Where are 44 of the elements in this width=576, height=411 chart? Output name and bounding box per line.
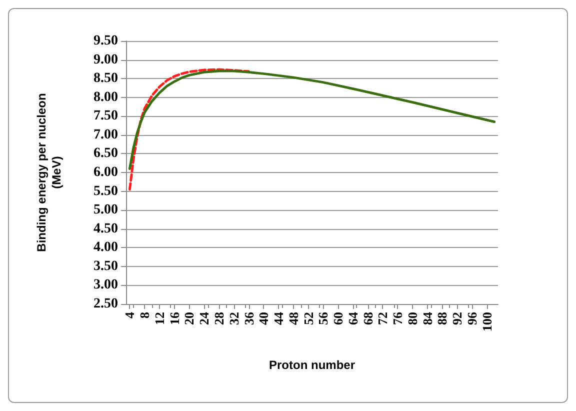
y-tick-label: 9.00 — [94, 52, 118, 68]
x-tick-label: 80 — [404, 312, 420, 325]
x-tick-label: 100 — [479, 312, 494, 332]
y-tick-label: 8.50 — [94, 71, 118, 86]
x-tick-label: 16 — [166, 312, 182, 325]
x-tick-label: 76 — [390, 312, 406, 325]
y-tick-label: 5.50 — [94, 184, 118, 199]
x-tick-label: 88 — [434, 312, 450, 325]
y-axis-title: Binding energy per nucleon (MeV) — [34, 93, 64, 252]
y-tick-label: 5.00 — [94, 202, 118, 218]
y-tick-label: 6.00 — [94, 165, 118, 180]
y-tick-label: 3.50 — [94, 258, 118, 274]
x-tick-label: 8 — [137, 312, 152, 318]
x-tick-label: 48 — [286, 312, 301, 325]
y-tick-label: 2.50 — [94, 296, 118, 312]
x-tick-label: 92 — [450, 312, 465, 325]
x-tick-label: 64 — [345, 312, 360, 325]
x-tick-label: 40 — [256, 312, 272, 325]
line-series — [128, 68, 250, 191]
y-tick-label: 7.00 — [94, 127, 118, 142]
y-tick-label: 8.00 — [94, 90, 118, 105]
x-tick-label: 56 — [316, 312, 331, 325]
x-tick-label: 32 — [226, 312, 242, 325]
x-tick-label: 24 — [196, 312, 212, 325]
x-tick-label: 44 — [271, 312, 286, 325]
y-tick-label: 3.00 — [94, 278, 118, 293]
x-tick-label: 52 — [300, 312, 316, 325]
x-tick-label: 72 — [375, 312, 390, 325]
x-tick-label: 12 — [152, 312, 167, 325]
y-tick-label: 4.50 — [94, 221, 118, 236]
x-tick-label: 28 — [212, 312, 226, 325]
y-tick-label: 6.50 — [94, 146, 118, 162]
x-tick-label: 68 — [360, 312, 376, 325]
y-tick-label: 7.50 — [94, 108, 118, 124]
x-tick-label: 96 — [464, 312, 480, 325]
x-axis-title: Proton number — [269, 358, 356, 372]
y-tick-label: 9.50 — [94, 34, 118, 48]
x-tick-label: 60 — [330, 312, 346, 325]
x-tick-label: 84 — [420, 312, 435, 325]
x-tick-label: 36 — [241, 312, 256, 325]
line-series — [128, 70, 496, 170]
x-tick-label: 4 — [122, 312, 138, 318]
x-tick-label: 20 — [182, 312, 197, 325]
y-tick-label: 4.00 — [94, 240, 118, 256]
